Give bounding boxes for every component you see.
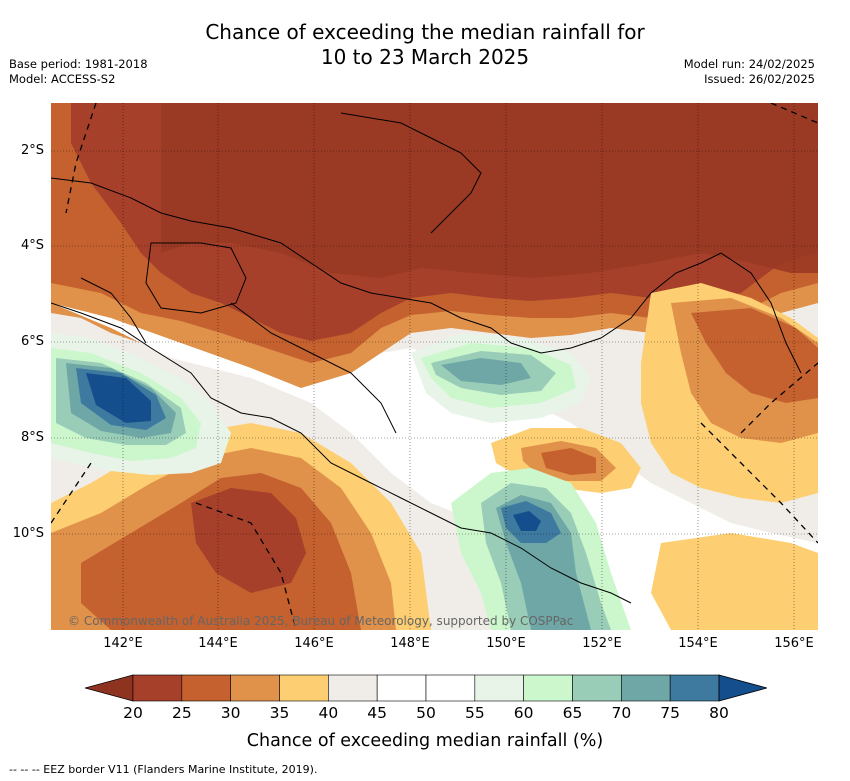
zone-west-over-80 — [86, 373, 151, 423]
copyright-notice: © Commonwealth of Australia 2025, Bureau… — [68, 614, 574, 628]
colorbar-segment — [230, 674, 280, 702]
north-coastline — [51, 177, 722, 354]
lat-label-8s: 8°S — [20, 430, 44, 445]
colorbar-over-arrow — [718, 674, 767, 702]
zone-se-over-80 — [513, 511, 541, 531]
colorbar-segment — [572, 674, 622, 702]
colorbar-segment — [425, 674, 476, 702]
inland-border-2 — [230, 302, 397, 434]
eez-east — [740, 362, 818, 434]
colorbar-tick-label: 45 — [367, 704, 388, 722]
model-name: Model: ACCESS-S2 — [9, 72, 116, 86]
issued-date: Issued: 26/02/2025 — [704, 72, 815, 86]
lon-label-154e: 154°E — [678, 636, 718, 651]
inland-border-1 — [145, 242, 247, 314]
meta-left: Base period: 1981-2018 Model: ACCESS-S2 — [9, 57, 148, 87]
colorbar-under-arrow — [85, 674, 134, 702]
colorbar-segment — [279, 674, 329, 702]
colorbar-segment — [181, 674, 231, 702]
colorbar-tick-label: 65 — [562, 704, 583, 722]
zone-se-35-40 — [651, 533, 818, 630]
lon-label-148e: 148°E — [390, 636, 430, 651]
colorbar-segment — [376, 674, 427, 702]
colorbar-tick-label: 40 — [318, 704, 339, 722]
colorbar-segment — [523, 674, 573, 702]
title-line-2: 10 to 23 March 2025 — [320, 45, 530, 69]
colorbar-tick-label: 30 — [220, 704, 241, 722]
zone-45-55 — [51, 303, 818, 630]
graticule — [51, 103, 818, 630]
colorbar-tick-label: 60 — [513, 704, 534, 722]
colorbar-segment — [132, 674, 183, 702]
model-run: Model run: 24/02/2025 — [683, 57, 815, 71]
bougainville-outline — [720, 252, 802, 374]
eez-footnote: -- -- -- EEZ border V11 (Flanders Marine… — [9, 763, 318, 776]
chart-title: Chance of exceeding the median rainfall … — [0, 20, 850, 70]
colorbar-tick-label: 75 — [660, 704, 681, 722]
colorbar-tick-label: 35 — [269, 704, 290, 722]
colorbar-segment — [669, 674, 720, 702]
meta-right: Model run: 24/02/2025 Issued: 26/02/2025 — [684, 57, 815, 87]
colorbar-segment — [621, 674, 671, 702]
lat-label-6s: 6°S — [20, 334, 44, 349]
colorbar-segments — [132, 674, 720, 702]
lon-label-156e: 156°E — [774, 636, 814, 651]
new-britain-outline — [340, 112, 482, 234]
lat-label-4s: 4°S — [20, 238, 44, 253]
rainfall-map — [51, 103, 818, 630]
zone-south-25-30 — [541, 448, 596, 475]
eez-south — [195, 502, 297, 630]
colorbar-segment — [474, 674, 524, 702]
colorbar — [85, 674, 767, 702]
zone-central-70-75 — [441, 358, 531, 385]
zone-east-25-30 — [691, 308, 818, 403]
colorbar-tick-label: 80 — [709, 704, 729, 722]
eez-borders — [51, 103, 818, 630]
colorbar-tick-label: 70 — [611, 704, 632, 722]
base-period: Base period: 1981-2018 — [9, 57, 148, 71]
colorbar-title: Chance of exceeding median rainfall (%) — [246, 731, 604, 751]
lon-label-144e: 144°E — [198, 636, 238, 651]
lat-label-2s: 2°S — [20, 143, 44, 158]
south-coastline — [51, 302, 632, 604]
colorbar-segment — [328, 674, 378, 702]
colorbar-tick-label: 55 — [464, 704, 485, 722]
zone-20-25-core — [161, 103, 818, 278]
lon-label-146e: 146°E — [294, 636, 334, 651]
eez-sw — [51, 462, 92, 524]
colorbar-tick-label: 25 — [171, 704, 192, 722]
lat-label-10s: 10°S — [12, 526, 44, 541]
border-west — [80, 277, 147, 344]
lon-label-142e: 142°E — [103, 636, 143, 651]
colorbar-tick-label: 20 — [123, 704, 143, 722]
rainfall-map-svg — [51, 103, 818, 630]
zone-sw-20-25 — [191, 488, 306, 593]
colorbar-tick-label: 50 — [416, 704, 436, 722]
title-line-1: Chance of exceeding the median rainfall … — [205, 20, 645, 44]
eez-ne — [770, 103, 818, 124]
lon-label-150e: 150°E — [486, 636, 526, 651]
coastlines — [51, 112, 802, 604]
lon-label-152e: 152°E — [582, 636, 622, 651]
